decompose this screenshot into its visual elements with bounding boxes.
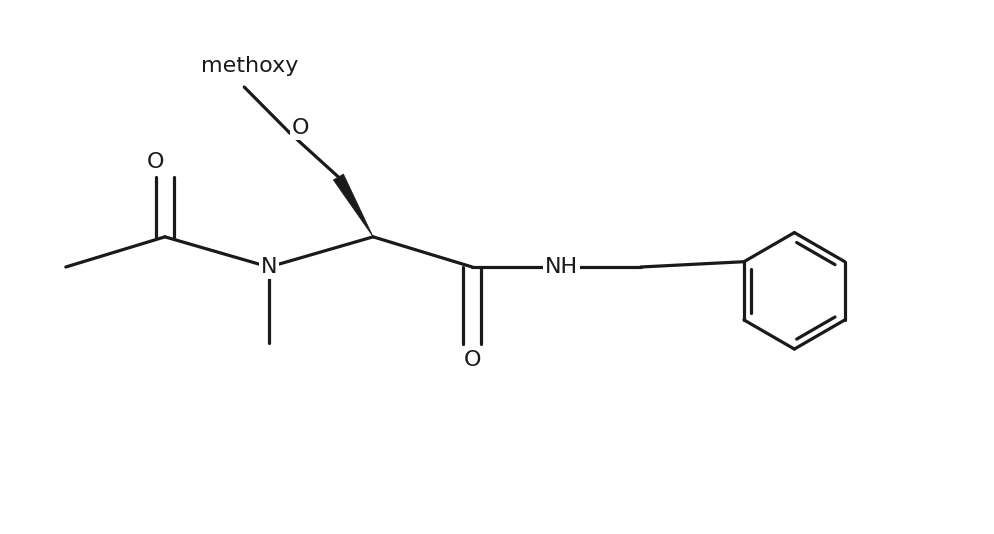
Polygon shape xyxy=(333,174,373,237)
Text: O: O xyxy=(463,350,481,370)
Text: N: N xyxy=(260,257,277,277)
Text: O: O xyxy=(146,152,164,172)
Text: methoxy: methoxy xyxy=(201,56,298,76)
Text: NH: NH xyxy=(545,257,578,277)
Text: O: O xyxy=(292,118,309,138)
